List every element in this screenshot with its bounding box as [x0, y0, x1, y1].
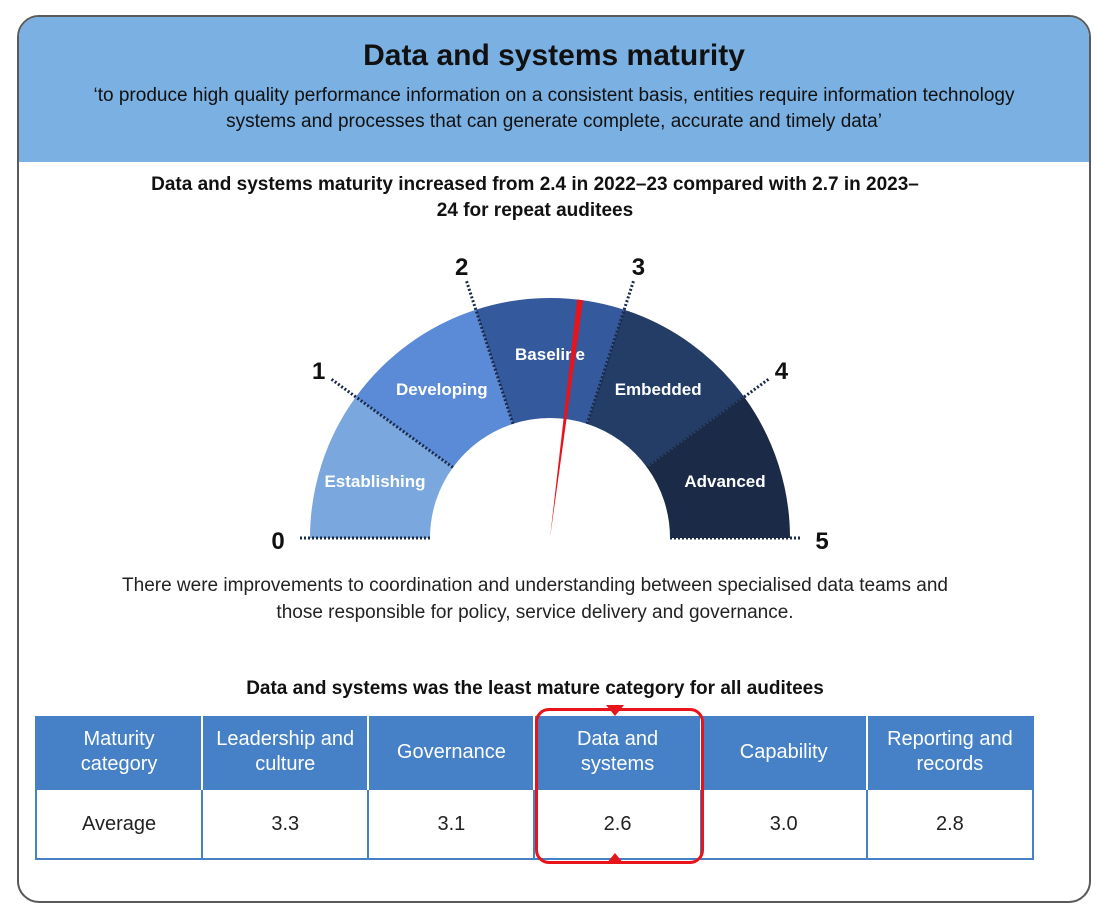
column-header: Capability	[699, 716, 868, 789]
gauge-tick-line	[465, 280, 515, 425]
column-header: Leadership and culture	[201, 716, 370, 789]
column-header: Reporting and records	[865, 716, 1035, 789]
table-cell: 3.0	[699, 788, 868, 860]
gauge-tick-line	[330, 378, 454, 469]
gauge-tick-label: 3	[632, 254, 645, 281]
gauge-segment-label: Baseline	[515, 345, 585, 364]
gauge-tick-label: 4	[775, 358, 789, 385]
gauge-segment-embedded	[587, 309, 745, 468]
table-cell: 2.6	[533, 788, 702, 860]
maturity-gauge: Establishing Developing Baseline Embedded Ad…	[271, 254, 828, 555]
column-header: Governance	[367, 716, 536, 789]
header-quote: ‘to produce high quality performance inf…	[93, 85, 1015, 132]
highlight-marker-bottom	[606, 853, 624, 864]
gauge-tick-label: 1	[312, 358, 325, 385]
highlight-box	[535, 708, 704, 864]
gauge-segment-developing	[355, 309, 513, 468]
gauge-tick-label: 5	[815, 528, 828, 555]
table-cell: 3.1	[367, 788, 536, 860]
table-cell: 2.8	[865, 788, 1035, 860]
gauge-segment-label: Advanced	[684, 472, 765, 491]
body-text: There were improvements to coordination …	[122, 575, 948, 623]
gauge-segment-baseline	[475, 298, 625, 424]
gauge-segment-label: Establishing	[324, 472, 425, 491]
table-cell: Average	[34, 788, 204, 860]
table-cell: 3.3	[201, 788, 370, 860]
header-banner: Data and systems maturity ‘to produce hi…	[19, 17, 1089, 162]
table-heading: Data and systems was the least mature ca…	[246, 678, 824, 699]
gauge-segment-establishing	[310, 396, 453, 538]
highlight-marker-top	[606, 705, 624, 716]
gauge-tick-line	[585, 280, 635, 425]
column-header: Data and systems	[533, 716, 702, 789]
column-header: Maturity category	[34, 716, 204, 789]
table-header-row: Maturity category Leadership and culture…	[34, 716, 1035, 789]
gauge-segment-label: Embedded	[615, 380, 702, 399]
gauge-needle	[550, 299, 584, 538]
page-title: Data and systems maturity	[363, 39, 745, 72]
table-row: Average 3.3 3.1 2.6 3.0 2.8	[34, 788, 1035, 860]
gauge-segment-advanced	[647, 396, 790, 538]
gauge-tick-label: 2	[455, 254, 468, 281]
gauge-tick-label: 0	[271, 528, 284, 555]
maturity-table: Maturity category Leadership and culture…	[34, 716, 1035, 860]
gauge-tick-line	[646, 378, 770, 469]
gauge-segment-label: Developing	[396, 380, 488, 399]
gauge-heading: Data and systems maturity increased from…	[151, 174, 919, 221]
